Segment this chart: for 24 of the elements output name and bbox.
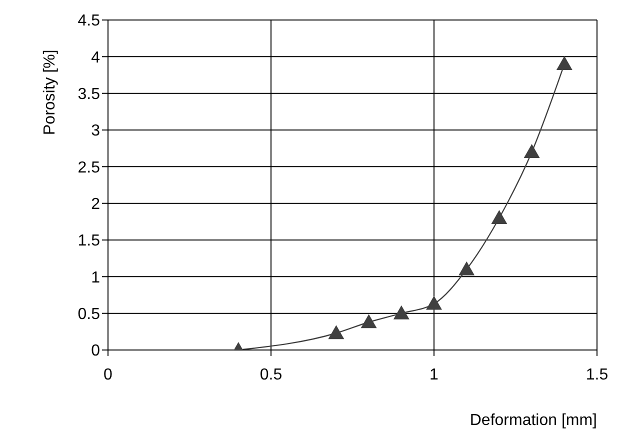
y-tick-label: 0.5 [78,306,100,324]
point [458,261,475,276]
y-tick-label: 4 [91,49,100,66]
point [426,296,442,310]
y-tick-label: 1.5 [78,232,100,250]
point [556,56,572,70]
y-tick-label: 3 [91,122,100,140]
y-tick-label: 2.5 [78,159,100,176]
y-tick-label: 1 [91,269,100,286]
y-tick-label: 3.5 [78,86,100,104]
point [360,314,377,328]
x-tick-label: 1 [430,366,439,384]
y-tick-label: 4.5 [78,12,100,30]
y-axis-title: Porosity [%] [41,50,58,135]
x-axis-title: Deformation [mm] [470,412,597,429]
x-tick-label: 0 [104,366,113,384]
point [491,210,508,224]
point [393,305,410,320]
point [524,144,540,158]
point [328,325,344,340]
y-tick-label: 2 [91,196,100,214]
x-tick-label: 1.5 [586,366,608,384]
y-tick-label: 0 [91,342,100,360]
x-tick-label: 0.5 [260,366,282,384]
